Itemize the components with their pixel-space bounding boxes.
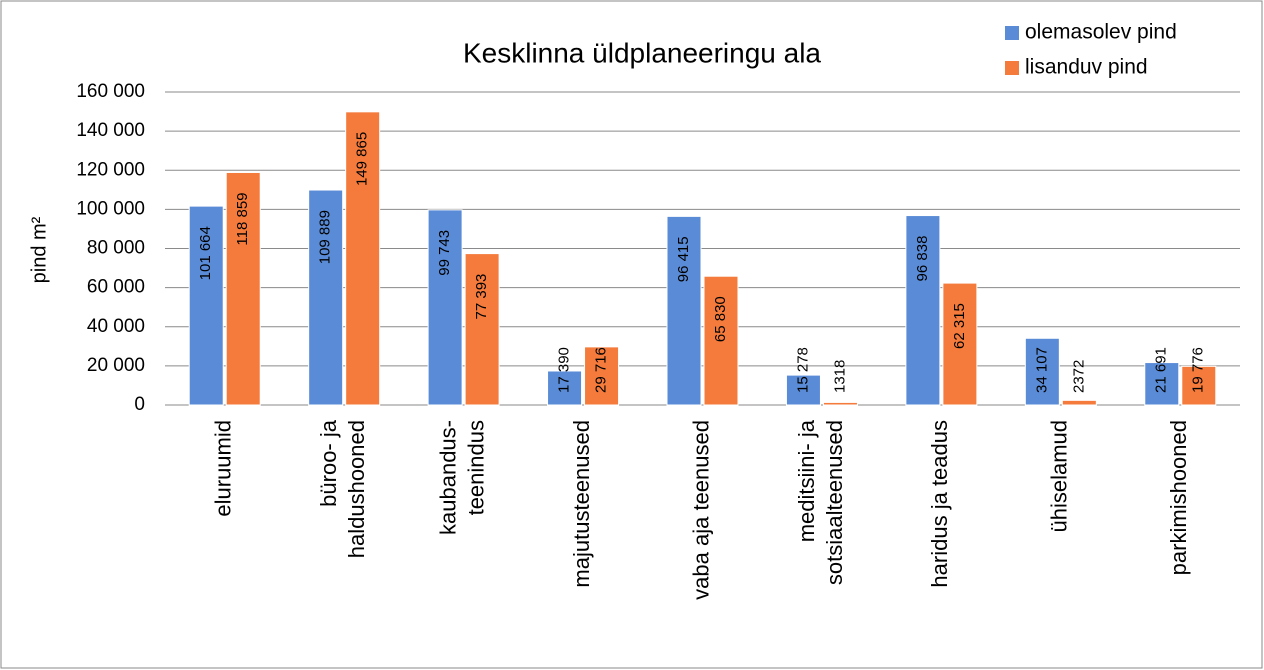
- bar: [1061, 399, 1097, 406]
- y-tick-label: 60 000: [87, 277, 145, 298]
- bar: [785, 374, 821, 406]
- data-label: 118 859: [234, 192, 251, 245]
- bar: [427, 209, 463, 406]
- data-label: 77 393: [473, 274, 490, 320]
- data-label: 19 776: [1190, 347, 1207, 393]
- y-axis-label: pind m²: [28, 216, 50, 283]
- bar: [464, 253, 500, 406]
- bar: [584, 346, 620, 406]
- x-tick-label: ühiselamud: [1047, 420, 1072, 533]
- bar: [225, 171, 261, 406]
- chart-title: Kesklinna üldplaneeringu ala: [463, 37, 821, 68]
- data-label: 149 865: [354, 132, 371, 186]
- data-label: 15 278: [794, 347, 811, 393]
- y-tick-label: 120 000: [76, 159, 145, 180]
- legend-label: olemasolev pind: [1025, 21, 1177, 44]
- y-tick-label: 160 000: [76, 81, 145, 102]
- data-label: 21 691: [1153, 347, 1170, 393]
- data-label: 2372: [1070, 360, 1087, 393]
- x-tick-label: parkimishooned: [1166, 420, 1191, 575]
- x-tick-label: majutusteenused: [569, 420, 594, 588]
- y-tick-label: 100 000: [76, 198, 145, 219]
- data-label: 1318: [831, 360, 848, 393]
- bar: [905, 215, 941, 406]
- bar: [547, 370, 583, 406]
- legend-label: lisanduv pind: [1025, 56, 1148, 79]
- data-label: 99 743: [436, 230, 453, 276]
- data-label: 29 716: [593, 347, 610, 393]
- bar: [1181, 365, 1217, 406]
- x-tick-label: vaba aja teenused: [688, 420, 713, 600]
- x-tick-label: büroo- ja: [316, 419, 341, 507]
- bar: [822, 401, 858, 406]
- x-tick-label: haldushooned: [344, 420, 369, 558]
- bar: [345, 111, 381, 406]
- bar: [666, 215, 702, 406]
- bar: [942, 282, 978, 406]
- y-tick-label: 20 000: [87, 355, 145, 376]
- data-label: 65 830: [712, 296, 729, 342]
- x-tick-label: sotsiaalteenused: [822, 420, 847, 585]
- data-label: 34 107: [1033, 347, 1050, 393]
- legend-swatch: [1005, 26, 1019, 40]
- bar: [703, 275, 739, 406]
- x-tick-label: teenindus: [463, 420, 488, 515]
- data-label: 96 415: [675, 236, 692, 282]
- y-tick-label: 140 000: [76, 120, 145, 141]
- bar: [1144, 362, 1180, 406]
- data-label: 62 315: [951, 303, 968, 349]
- y-tick-label: 80 000: [87, 238, 145, 259]
- x-tick-label: eluruumid: [211, 420, 236, 517]
- data-label: 17 390: [556, 347, 573, 393]
- x-tick-label: haridus ja teadus: [927, 420, 952, 588]
- data-label: 96 838: [914, 236, 931, 282]
- y-tick-label: 40 000: [87, 316, 145, 337]
- data-label: 109 889: [317, 210, 334, 264]
- y-tick-label: 0: [134, 394, 145, 415]
- bar: [1024, 337, 1060, 406]
- bar: [308, 189, 344, 406]
- x-tick-label: meditsiini- ja: [794, 419, 819, 542]
- legend-swatch: [1005, 61, 1019, 75]
- data-label: 101 664: [197, 226, 214, 280]
- x-tick-label: kaubandus-: [435, 420, 460, 535]
- bar: [188, 205, 224, 406]
